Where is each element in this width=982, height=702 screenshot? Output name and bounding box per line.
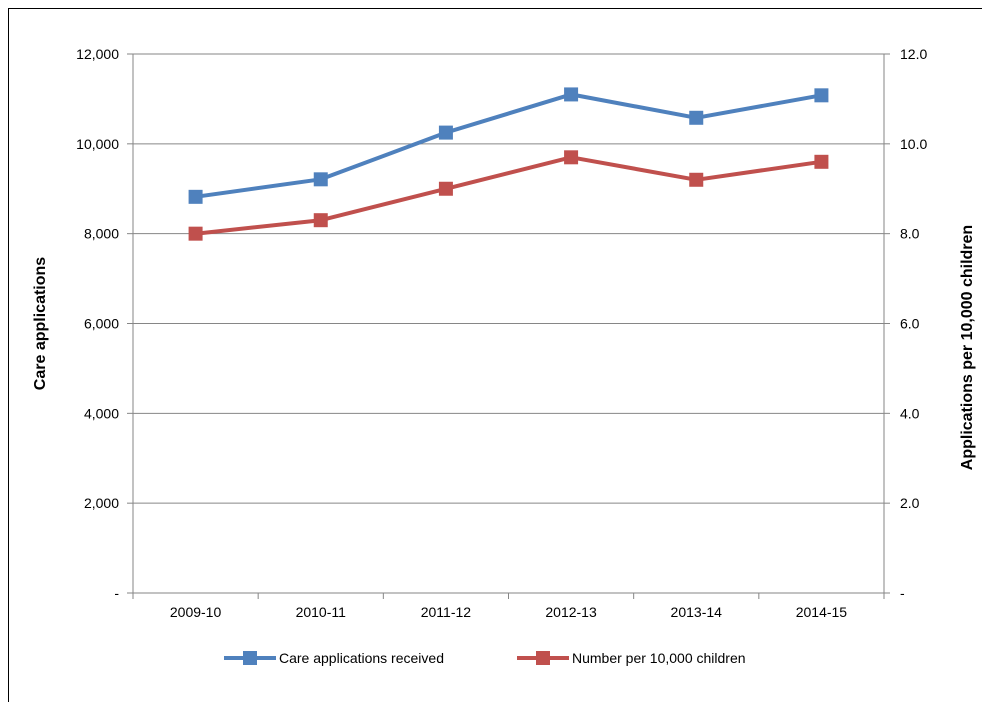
data-point-marker xyxy=(689,172,704,187)
right-tick-label: 8.0 xyxy=(900,226,920,242)
series-layer xyxy=(188,87,829,241)
left-tick-labels: - 2,000 4,000 6,000 8,000 10,000 12,000 xyxy=(76,46,119,601)
data-point-marker xyxy=(188,189,203,204)
data-point-marker xyxy=(814,88,829,103)
left-tick-label: - xyxy=(114,585,119,601)
left-tick-label: 4,000 xyxy=(84,405,119,421)
x-tick-label: 2014-15 xyxy=(796,604,848,620)
legend-label-1: Care applications received xyxy=(279,650,444,666)
gridlines xyxy=(127,53,890,599)
right-tick-label: - xyxy=(900,585,905,601)
x-tick-label: 2013-14 xyxy=(671,604,723,620)
left-tick-label: 6,000 xyxy=(84,316,119,332)
legend-label-2: Number per 10,000 children xyxy=(572,650,746,666)
left-tick-label: 12,000 xyxy=(76,46,119,62)
data-point-marker xyxy=(313,213,328,228)
right-tick-label: 12.0 xyxy=(900,46,927,62)
right-tick-label: 2.0 xyxy=(900,495,920,511)
legend: Care applications received Number per 10,… xyxy=(224,650,746,666)
legend-marker-2 xyxy=(536,651,550,665)
x-tick-label: 2012-13 xyxy=(545,604,597,620)
right-tick-label: 10.0 xyxy=(900,136,927,152)
data-point-marker xyxy=(564,87,579,102)
data-point-marker xyxy=(814,154,829,169)
right-tick-labels: - 2.0 4.0 6.0 8.0 10.0 12.0 xyxy=(900,46,927,601)
series-line-1 xyxy=(195,92,822,199)
x-tick-labels: 2009-10 2010-11 2011-12 2012-13 2013-14 2014-… xyxy=(170,604,847,620)
legend-marker-1 xyxy=(243,651,257,665)
x-tick-label: 2009-10 xyxy=(170,604,222,620)
right-axis-title: Applications per 10,000 children xyxy=(959,225,976,470)
series-line-2 xyxy=(195,155,822,236)
left-axis-title: Care applications xyxy=(32,257,49,390)
chart-frame xyxy=(8,8,982,702)
right-tick-label: 6.0 xyxy=(900,316,920,332)
right-tick-label: 4.0 xyxy=(900,405,920,421)
data-point-marker xyxy=(689,110,704,125)
data-point-marker xyxy=(438,125,453,140)
x-tick-label: 2010-11 xyxy=(296,604,347,620)
left-tick-label: 10,000 xyxy=(76,136,119,152)
left-tick-label: 2,000 xyxy=(84,495,119,511)
left-tick-label: 8,000 xyxy=(84,226,119,242)
data-point-marker xyxy=(188,226,203,241)
x-tick-label: 2011-12 xyxy=(421,604,472,620)
data-point-marker xyxy=(313,172,328,187)
data-point-marker xyxy=(438,181,453,196)
data-point-marker xyxy=(564,150,579,165)
